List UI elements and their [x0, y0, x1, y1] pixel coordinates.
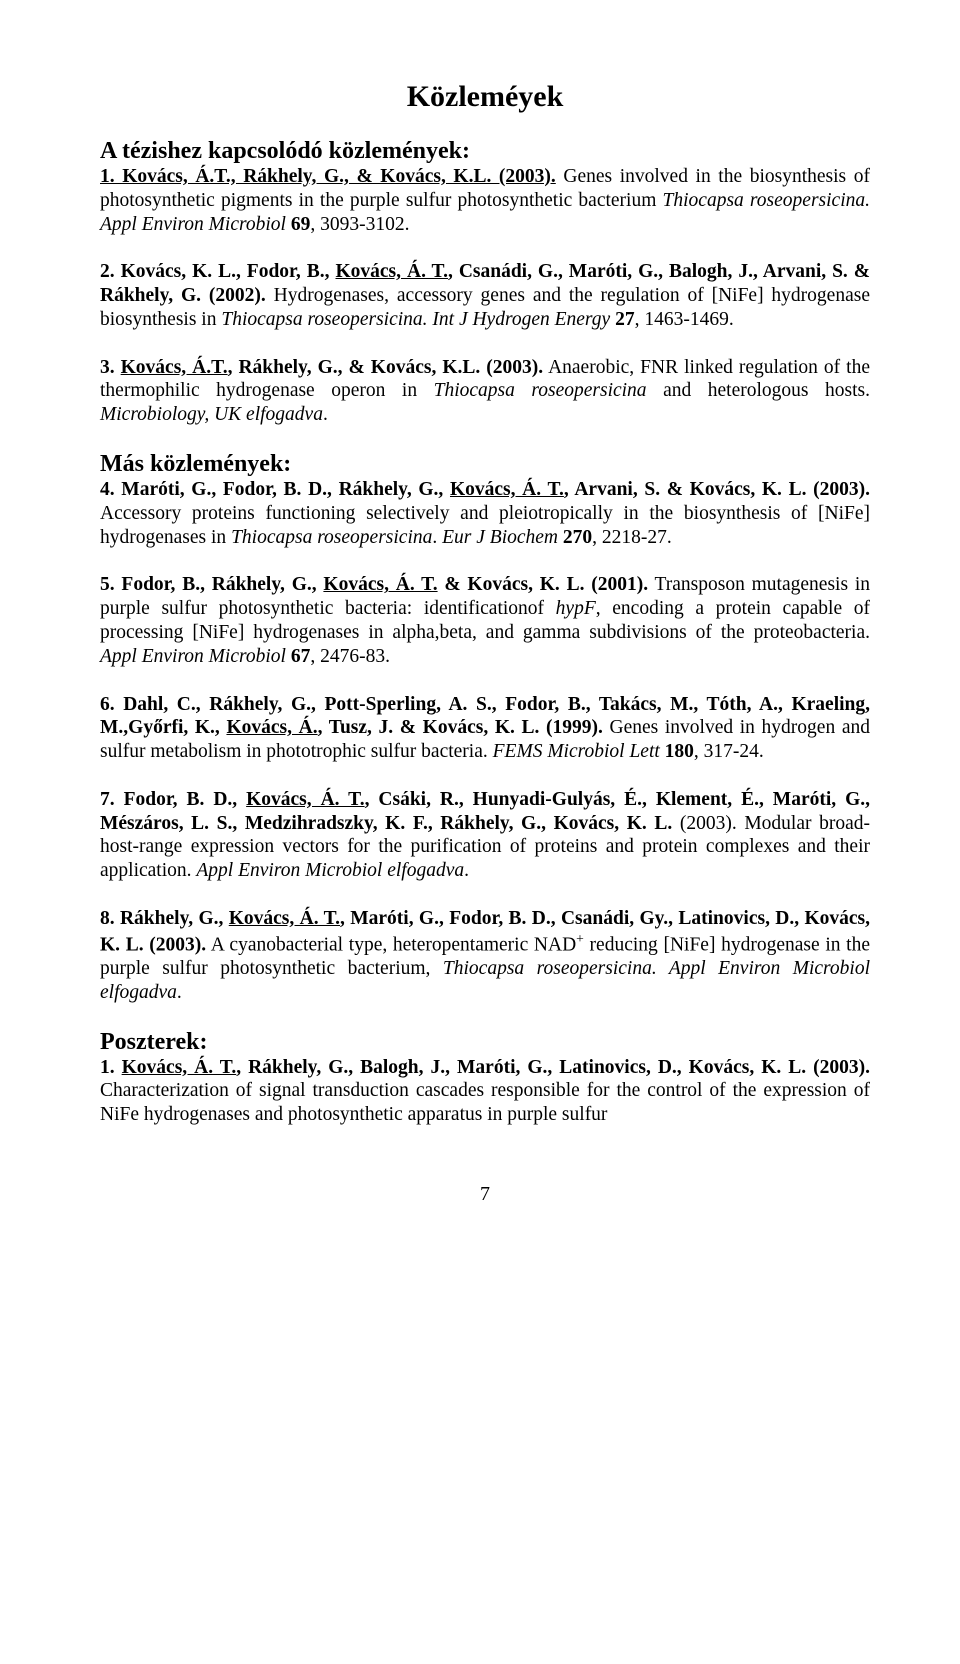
reference-entry: 1. Kovács, Á. T., Rákhely, G., Balogh, J… — [100, 1056, 870, 1127]
body-text: A cyanobacterial type, heteropentameric … — [206, 934, 576, 955]
author-string-pre: 1. — [100, 1057, 122, 1078]
page-title: Közleméyek — [100, 80, 870, 114]
page-content: Közleméyek A tézishez kapcsolódó közlemé… — [0, 0, 960, 1246]
journal-name: FEMS Microbiol Lett — [493, 741, 665, 762]
tail-text: . — [323, 404, 328, 425]
author-highlighted: Kovács, Á. T. — [122, 1057, 237, 1078]
body-text: Characterization of signal transduction … — [100, 1080, 870, 1125]
tail-text: , 3093-3102. — [310, 214, 409, 235]
reference-entry: 4. Maróti, G., Fodor, B. D., Rákhely, G.… — [100, 478, 870, 549]
reference-entry: 5. Fodor, B., Rákhely, G., Kovács, Á. T.… — [100, 573, 870, 668]
page-number: 7 — [100, 1183, 870, 1206]
reference-entry: 7. Fodor, B. D., Kovács, Á. T., Csáki, R… — [100, 788, 870, 883]
author-string-pre: 7. Fodor, B. D., — [100, 789, 246, 810]
tail-text: . — [464, 860, 469, 881]
tail-text: , 1463-1469. — [635, 309, 734, 330]
volume: 270 — [563, 527, 592, 548]
body-text-mid: and heterologous hosts. — [647, 380, 870, 401]
organism-name: Thiocapsa roseopersicina — [434, 380, 647, 401]
author-highlighted: Kovács, Á.T. — [121, 357, 228, 378]
author-highlighted: Kovács, Á. T. — [323, 574, 437, 595]
tail-text: . — [177, 982, 182, 1003]
author-string-post: , Arvani, S. & Kovács, K. L. (2003). — [564, 479, 870, 500]
author-string-post: & Kovács, K. L. (2001). — [438, 574, 649, 595]
gene-name: hypF — [556, 598, 596, 619]
section-heading-posters: Poszterek: — [100, 1029, 870, 1056]
tail-text: , 2476-83. — [310, 646, 390, 667]
author-string-post: , Rákhely, G., & Kovács, K.L. (2003). — [228, 357, 544, 378]
volume: 180 — [665, 741, 694, 762]
organism-name: Thiocapsa roseopersicina — [231, 527, 432, 548]
body-text-mid: . — [432, 527, 442, 548]
section-heading-related: A tézishez kapcsolódó közlemények: — [100, 138, 870, 165]
superscript: + — [576, 931, 584, 946]
volume: 67 — [291, 646, 311, 667]
journal-name: Thiocapsa roseopersicina. Int J Hydrogen… — [221, 309, 615, 330]
journal-name: Appl Environ Microbiol elfogadva — [196, 860, 464, 881]
volume: 69 — [286, 214, 310, 235]
author-string-pre: 2. Kovács, K. L., Fodor, B., — [100, 261, 335, 282]
author-highlighted: Kovács, Á. — [226, 717, 317, 738]
reference-entry: 6. Dahl, C., Rákhely, G., Pott-Sperling,… — [100, 693, 870, 764]
reference-entry: 1. Kovács, Á.T., Rákhely, G., & Kovács, … — [100, 165, 870, 236]
author-highlighted: Kovács, Á. T. — [450, 479, 564, 500]
author-string-post: , Tusz, J. & Kovács, K. L. (1999). — [318, 717, 603, 738]
author-highlighted: Kovács, Á. T. — [335, 261, 448, 282]
author-string-pre: 3. — [100, 357, 121, 378]
author-string-pre: 8. Rákhely, G., — [100, 908, 229, 929]
journal-name: Microbiology, UK elfogadva — [100, 404, 323, 425]
volume: 27 — [615, 309, 635, 330]
author-highlighted: Kovács, Á. T. — [229, 908, 340, 929]
author-highlighted: Kovács, Á. T. — [246, 789, 364, 810]
reference-entry: 3. Kovács, Á.T., Rákhely, G., & Kovács, … — [100, 356, 870, 427]
journal-name: Appl Environ Microbiol — [100, 646, 291, 667]
journal-name: Eur J Biochem — [442, 527, 563, 548]
author-string-pre: 5. Fodor, B., Rákhely, G., — [100, 574, 323, 595]
author-string: 1. Kovács, Á.T., Rákhely, G., & Kovács, … — [100, 166, 556, 187]
section-heading-other: Más közlemények: — [100, 451, 870, 478]
reference-entry: 2. Kovács, K. L., Fodor, B., Kovács, Á. … — [100, 260, 870, 331]
reference-entry: 8. Rákhely, G., Kovács, Á. T., Maróti, G… — [100, 907, 870, 1005]
tail-text: , 317-24. — [694, 741, 764, 762]
author-string-pre: 4. Maróti, G., Fodor, B. D., Rákhely, G.… — [100, 479, 450, 500]
tail-text: , 2218-27. — [592, 527, 672, 548]
author-string-post: , Rákhely, G., Balogh, J., Maróti, G., L… — [236, 1057, 870, 1078]
year-text: (2003). — [672, 813, 744, 834]
